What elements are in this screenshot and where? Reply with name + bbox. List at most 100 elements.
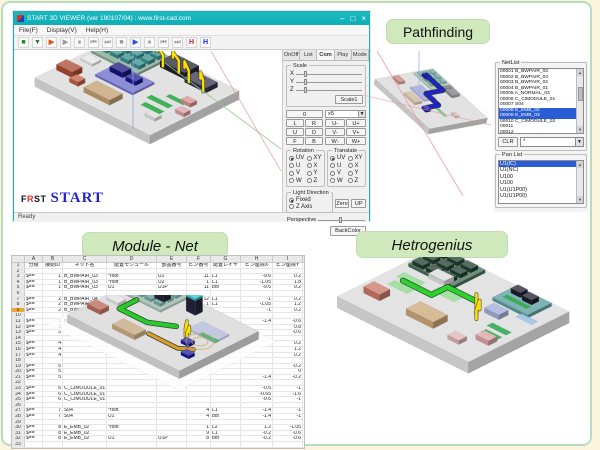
data-cell[interactable] bbox=[63, 290, 107, 296]
route-pause-icon[interactable]: ⏸ bbox=[144, 37, 155, 48]
panlist-item[interactable]: U1(U1P00) bbox=[500, 193, 527, 200]
data-cell[interactable] bbox=[157, 442, 187, 447]
data-cell[interactable]: 0.2 bbox=[273, 352, 303, 358]
data-cell[interactable]: 4 bbox=[43, 346, 63, 352]
data-cell[interactable]: $== bbox=[25, 391, 43, 397]
data-cell[interactable] bbox=[211, 307, 241, 313]
maximize-icon[interactable]: □ bbox=[350, 13, 356, 23]
data-cell[interactable] bbox=[107, 302, 157, 307]
row-number[interactable]: 33 bbox=[12, 442, 25, 447]
data-cell[interactable] bbox=[157, 363, 187, 369]
data-cell[interactable]: L1 bbox=[211, 274, 241, 279]
row-number[interactable]: 9 bbox=[12, 307, 25, 313]
data-cell[interactable]: 3 bbox=[43, 324, 63, 330]
data-cell[interactable]: L1 bbox=[211, 279, 241, 285]
tab-mode[interactable]: Mode bbox=[352, 50, 370, 60]
data-cell[interactable]: 6 bbox=[43, 391, 63, 397]
route-play-icon[interactable]: ▶ bbox=[130, 37, 141, 48]
row-number[interactable]: 23 bbox=[12, 386, 25, 391]
data-cell[interactable] bbox=[63, 324, 107, 330]
header-cell[interactable]: 部品番号 bbox=[157, 263, 187, 268]
scale-slider-y[interactable] bbox=[296, 79, 362, 85]
data-cell[interactable] bbox=[241, 324, 273, 330]
data-cell[interactable] bbox=[157, 318, 187, 324]
data-cell[interactable]: $== bbox=[25, 307, 43, 313]
data-cell[interactable]: C_CIMODULE_01 bbox=[64, 397, 107, 402]
data-cell[interactable] bbox=[187, 386, 211, 391]
data-cell[interactable]: -0.2 bbox=[241, 436, 273, 441]
data-cell[interactable]: *root bbox=[107, 447, 157, 448]
data-cell[interactable] bbox=[107, 318, 157, 324]
data-cell[interactable] bbox=[241, 346, 273, 352]
data-cell[interactable] bbox=[187, 307, 211, 313]
data-cell[interactable] bbox=[157, 352, 187, 358]
row-number[interactable]: 17 bbox=[12, 352, 25, 358]
header-cell[interactable]: 接続ID bbox=[43, 263, 63, 268]
data-cell[interactable]: -9.6 bbox=[241, 285, 273, 290]
data-cell[interactable] bbox=[273, 290, 303, 296]
data-cell[interactable]: U1 bbox=[107, 414, 157, 419]
data-cell[interactable] bbox=[241, 290, 273, 296]
data-cell[interactable] bbox=[63, 419, 107, 425]
scroll-up-icon[interactable]: ▲ bbox=[577, 161, 583, 168]
panlist-item[interactable]: U100 bbox=[500, 180, 513, 187]
data-cell[interactable]: -1 bbox=[241, 296, 273, 302]
data-cell[interactable] bbox=[107, 391, 157, 397]
translate-radio-xy[interactable]: XY bbox=[347, 155, 364, 162]
data-cell[interactable]: -0.6 bbox=[273, 430, 303, 436]
nav-b-button[interactable]: B bbox=[305, 137, 324, 145]
chevron-down-icon[interactable]: ▼ bbox=[358, 111, 365, 117]
data-cell[interactable] bbox=[157, 414, 187, 419]
data-cell[interactable] bbox=[157, 397, 187, 402]
route-step-back-icon[interactable]: ⏮ bbox=[158, 37, 169, 48]
data-cell[interactable]: $== bbox=[25, 414, 43, 419]
data-cell[interactable] bbox=[157, 374, 187, 380]
data-cell[interactable] bbox=[43, 268, 63, 274]
step-vminus-button[interactable]: V- bbox=[325, 128, 346, 136]
row-number[interactable]: 18 bbox=[12, 358, 25, 363]
data-cell[interactable] bbox=[211, 402, 241, 408]
data-cell[interactable]: 8 bbox=[43, 436, 63, 441]
route-step-forward-icon[interactable]: ⏭ bbox=[172, 37, 183, 48]
header-cell[interactable]: 配置レイヤ bbox=[211, 263, 241, 268]
row-number[interactable]: 2 bbox=[12, 268, 25, 274]
data-cell[interactable]: S04 bbox=[63, 414, 107, 419]
data-cell[interactable]: B_BWPAIR_02 bbox=[63, 318, 107, 324]
data-cell[interactable] bbox=[25, 290, 43, 296]
data-cell[interactable]: $== bbox=[25, 430, 43, 436]
data-cell[interactable]: 2 bbox=[43, 307, 63, 313]
data-cell[interactable] bbox=[107, 363, 157, 369]
tab-list[interactable]: List bbox=[300, 50, 318, 60]
data-cell[interactable] bbox=[187, 374, 211, 380]
data-cell[interactable]: -1.4 bbox=[241, 414, 273, 419]
data-cell[interactable] bbox=[157, 313, 187, 318]
data-cell[interactable] bbox=[241, 419, 273, 425]
data-cell[interactable]: $== bbox=[25, 425, 43, 430]
data-cell[interactable] bbox=[107, 374, 157, 380]
data-cell[interactable] bbox=[107, 380, 157, 386]
data-cell[interactable]: S04 bbox=[63, 408, 107, 414]
col-header-D[interactable]: D bbox=[107, 256, 157, 262]
data-cell[interactable]: L1 bbox=[211, 430, 241, 436]
data-cell[interactable] bbox=[211, 330, 241, 335]
data-cell[interactable]: -1.4 bbox=[241, 318, 273, 324]
data-cell[interactable]: U1 bbox=[157, 274, 187, 279]
data-cell[interactable]: L1 bbox=[211, 302, 241, 307]
col-header-A[interactable]: A bbox=[25, 256, 43, 262]
data-cell[interactable]: 6 bbox=[43, 386, 63, 391]
data-cell[interactable]: $== bbox=[25, 352, 43, 358]
netlist-item[interactable]: 00007 S04 bbox=[500, 102, 524, 107]
step-size-combo[interactable]: x5 ▼ bbox=[325, 110, 366, 118]
data-cell[interactable]: B_BWPAIR_03 bbox=[63, 279, 107, 285]
row-number[interactable]: 12 bbox=[12, 324, 25, 330]
translate-radio-x[interactable]: X bbox=[347, 163, 364, 170]
data-cell[interactable] bbox=[25, 442, 43, 447]
data-cell[interactable] bbox=[241, 369, 273, 374]
data-cell[interactable] bbox=[187, 268, 211, 274]
data-cell[interactable]: -1 bbox=[241, 307, 273, 313]
data-cell[interactable]: 1.2 bbox=[241, 425, 273, 430]
data-cell[interactable]: -1.4 bbox=[241, 374, 273, 380]
col-header-F[interactable]: F bbox=[187, 256, 211, 262]
data-cell[interactable] bbox=[241, 363, 273, 369]
data-cell[interactable] bbox=[211, 335, 241, 341]
